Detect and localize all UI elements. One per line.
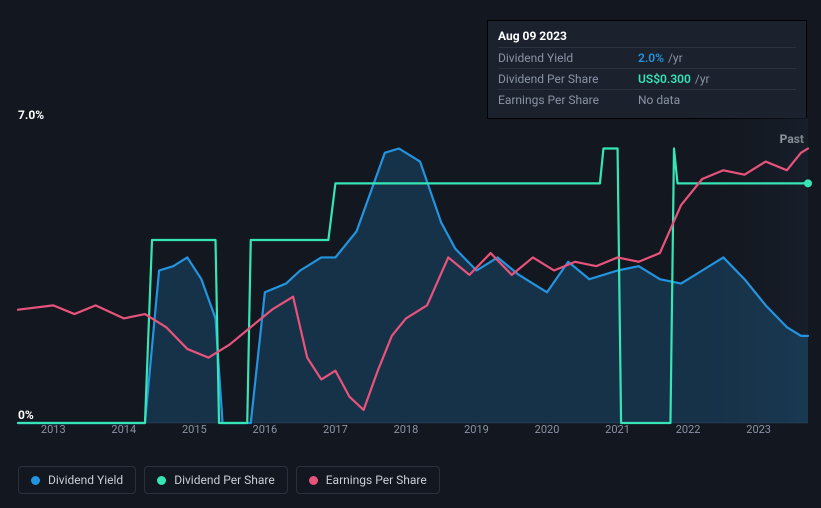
tooltip-value: US$0.300/yr xyxy=(638,72,710,86)
x-tick-label: 2019 xyxy=(464,423,489,436)
legend-item-dividend-yield[interactable]: Dividend Yield xyxy=(18,466,136,494)
tooltip-row: Earnings Per Share No data xyxy=(498,89,796,110)
tooltip-row: Dividend Per Share US$0.300/yr xyxy=(498,68,796,89)
chart-legend: Dividend Yield Dividend Per Share Earnin… xyxy=(18,466,440,494)
chart-tooltip: Aug 09 2023 Dividend Yield 2.0%/yr Divid… xyxy=(487,20,807,119)
tooltip-value: No data xyxy=(638,93,680,107)
legend-label: Earnings Per Share xyxy=(326,473,427,487)
legend-item-earnings-per-share[interactable]: Earnings Per Share xyxy=(296,466,440,494)
x-tick-label: 2015 xyxy=(182,423,207,436)
legend-dot-icon xyxy=(31,476,40,485)
chart-area: 7.0% 0% Past 201320142015201620172018201… xyxy=(18,108,808,448)
tooltip-value: 2.0%/yr xyxy=(638,51,683,65)
x-tick-label: 2018 xyxy=(394,423,419,436)
x-tick-label: 2022 xyxy=(676,423,701,436)
tooltip-date: Aug 09 2023 xyxy=(498,29,796,47)
x-tick-label: 2014 xyxy=(111,423,136,436)
legend-label: Dividend Yield xyxy=(48,473,123,487)
legend-dot-icon xyxy=(309,476,318,485)
x-axis-ticks: 2013 2014 2015 2016 2017 2018 2019 2020 2021 2022… xyxy=(18,423,808,439)
legend-item-dividend-per-share[interactable]: Dividend Per Share xyxy=(144,466,288,494)
legend-label: Dividend Per Share xyxy=(174,473,275,487)
x-tick-label: 2016 xyxy=(253,423,278,436)
x-tick-label: 2017 xyxy=(323,423,348,436)
x-tick-label: 2023 xyxy=(746,423,771,436)
tooltip-label: Dividend Yield xyxy=(498,51,638,65)
tooltip-label: Dividend Per Share xyxy=(498,72,638,86)
x-tick-label: 2013 xyxy=(41,423,66,436)
x-tick-label: 2021 xyxy=(605,423,630,436)
tooltip-row: Dividend Yield 2.0%/yr xyxy=(498,47,796,68)
x-tick-label: 2020 xyxy=(535,423,560,436)
chart-svg xyxy=(18,118,808,423)
legend-dot-icon xyxy=(157,476,166,485)
tooltip-label: Earnings Per Share xyxy=(498,93,638,107)
